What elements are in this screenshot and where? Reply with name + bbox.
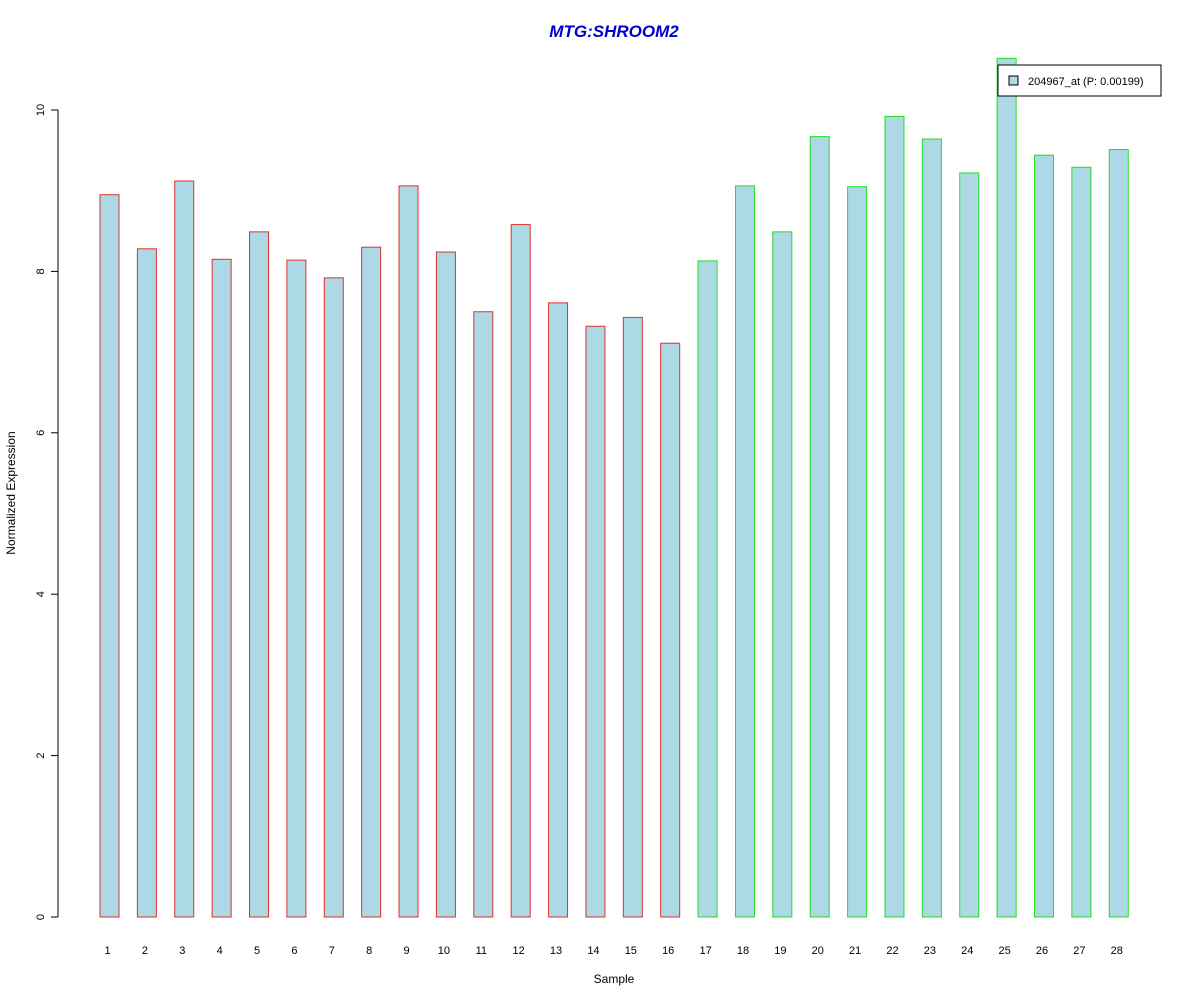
bar [921, 138, 942, 918]
legend-label: 204967_at (P: 0.00199) [1028, 76, 1144, 88]
x-tick-label: 8 [366, 945, 372, 957]
x-tick-label: 28 [1111, 945, 1123, 957]
bar [286, 259, 307, 918]
y-tick-label: 8 [35, 268, 47, 274]
x-tick-label: 25 [998, 945, 1010, 957]
x-tick-label: 26 [1036, 945, 1048, 957]
y-axis: 0 2 4 6 8 10 [35, 104, 59, 920]
bar [1071, 166, 1092, 918]
x-tick-label: 3 [179, 945, 185, 957]
bar [1108, 149, 1129, 918]
bar [398, 185, 419, 918]
bar [622, 316, 643, 918]
x-tick-label: 1 [104, 945, 110, 957]
x-tick-label: 13 [550, 945, 562, 957]
bars [99, 57, 1129, 918]
x-tick-label: 27 [1073, 945, 1085, 957]
bar [548, 302, 569, 918]
x-tick-label: 16 [662, 945, 674, 957]
x-tick-label: 20 [812, 945, 824, 957]
x-tick-label: 17 [699, 945, 711, 957]
x-tick-label: 7 [329, 945, 335, 957]
bar [211, 258, 232, 918]
y-tick-label: 2 [35, 753, 47, 759]
x-tick-labels: 1 2 3 4 5 6 7 8 9 10 11 12 13 14 15 16 17 18 19 20 21 22 23 24 2… [104, 945, 1122, 957]
bar [959, 172, 980, 918]
bar [99, 194, 120, 918]
x-tick-label: 9 [403, 945, 409, 957]
bar [697, 260, 718, 918]
bar [1034, 154, 1054, 918]
x-tick-label: 2 [142, 945, 148, 957]
y-tick-label: 6 [35, 430, 47, 436]
x-tick-label: 19 [774, 945, 786, 957]
x-tick-label: 12 [513, 945, 525, 957]
y-axis-label: Normalized Expression [4, 431, 18, 554]
y-tick-label: 4 [35, 591, 47, 597]
x-tick-label: 24 [961, 945, 973, 957]
bar [585, 325, 606, 918]
x-tick-label: 23 [924, 945, 936, 957]
x-tick-label: 15 [625, 945, 637, 957]
bar [847, 186, 868, 918]
bar [734, 185, 755, 918]
x-tick-label: 21 [849, 945, 861, 957]
bar [323, 277, 344, 918]
y-tick-label: 0 [35, 914, 47, 920]
x-tick-label: 4 [217, 945, 223, 957]
x-tick-label: 5 [254, 945, 260, 957]
x-tick-label: 18 [737, 945, 749, 957]
bar [174, 180, 195, 918]
bar [809, 136, 830, 918]
chart-title: MTG:SHROOM2 [549, 22, 679, 41]
x-tick-label: 10 [438, 945, 450, 957]
bar [660, 342, 681, 918]
x-tick-label: 14 [587, 945, 599, 957]
legend: 204967_at (P: 0.00199) [997, 64, 1162, 97]
bar [435, 251, 456, 918]
bar [136, 248, 157, 918]
bar [884, 115, 905, 918]
bar [772, 231, 793, 918]
x-tick-label: 11 [476, 945, 487, 957]
bar [996, 57, 1017, 918]
x-tick-label: 22 [886, 945, 898, 957]
bar [473, 311, 494, 918]
y-tick-label: 10 [35, 104, 47, 116]
legend-box [997, 64, 1162, 97]
bar [510, 224, 531, 918]
bar [249, 231, 270, 918]
legend-swatch [1008, 75, 1019, 86]
x-axis-label: Sample [594, 972, 635, 986]
bar [361, 246, 382, 918]
x-tick-label: 6 [291, 945, 297, 957]
